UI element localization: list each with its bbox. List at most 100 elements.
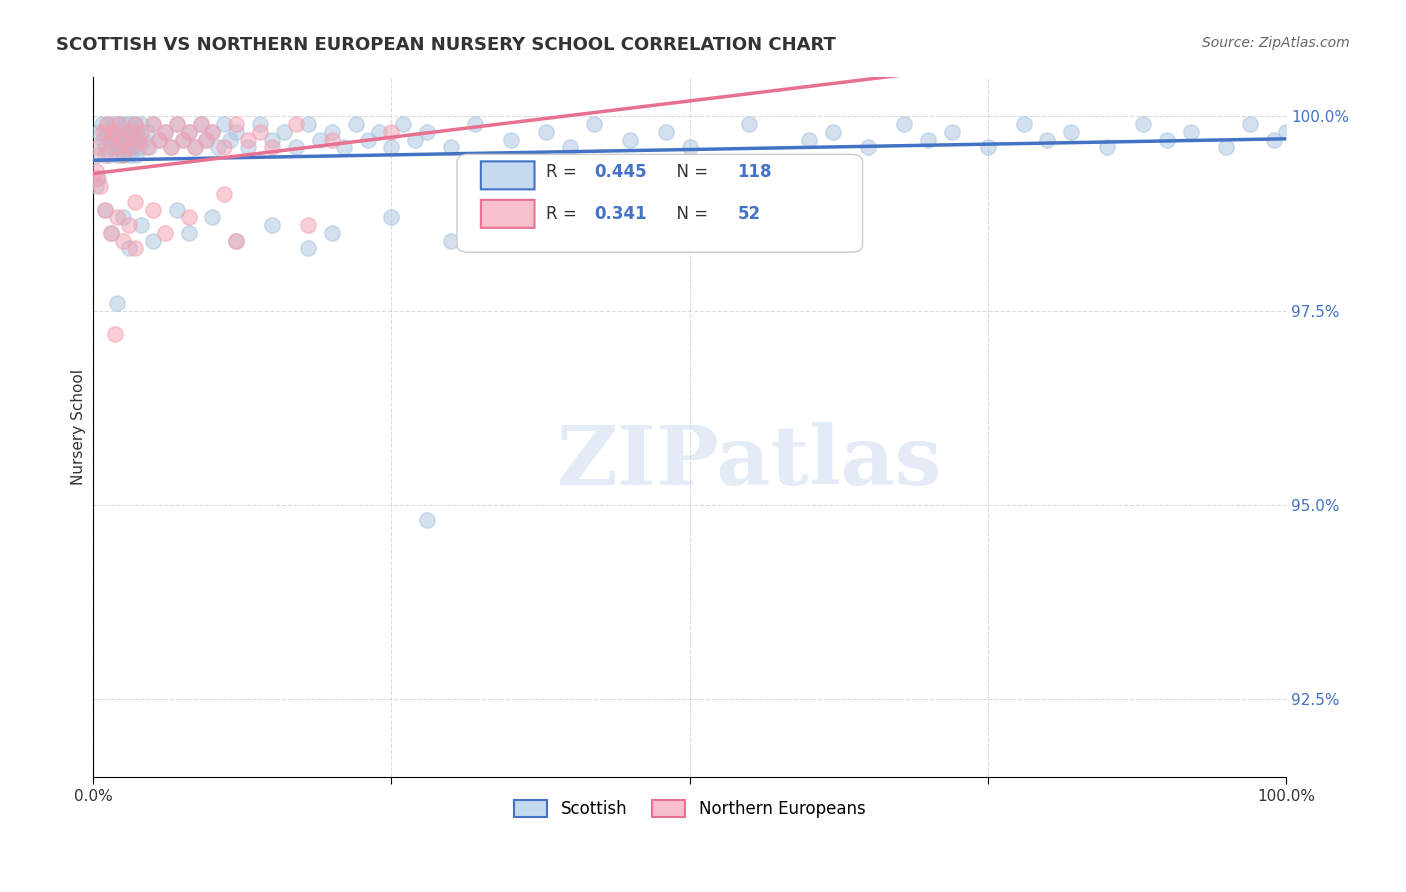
Point [392,117,415,131]
Point [100,226,122,240]
Point [107,117,129,131]
Point [404,133,426,147]
Point [84,179,107,194]
Point [124,117,146,131]
Point [262,218,284,232]
Point [87,140,110,154]
Point [917,133,939,147]
Point [893,117,915,131]
Point [111,234,134,248]
Point [356,133,378,147]
Point [858,140,880,154]
Point [166,117,188,131]
Point [464,117,486,131]
Text: 0.445: 0.445 [595,163,647,181]
Point [120,140,142,154]
Point [273,125,295,139]
Point [101,140,124,154]
Point [97,148,120,162]
Point [1060,125,1083,139]
Point [607,187,630,202]
Point [108,140,131,154]
Point [89,125,111,139]
Point [112,117,135,131]
Point [941,125,963,139]
Point [797,133,820,147]
Point [536,125,558,139]
Point [104,133,127,147]
Point [94,202,117,217]
Point [177,125,200,139]
Point [214,117,236,131]
Point [124,241,146,255]
Text: R =: R = [547,163,582,181]
Point [416,513,439,527]
Point [380,140,402,154]
Point [122,133,145,147]
Point [262,133,284,147]
Point [654,125,676,139]
Point [214,187,236,202]
Text: R =: R = [547,205,582,223]
Point [321,226,343,240]
Point [297,117,319,131]
Point [380,211,402,225]
Text: 118: 118 [737,163,772,181]
Point [440,140,463,154]
Point [190,117,212,131]
Point [177,211,200,225]
Point [523,171,546,186]
Point [416,125,439,139]
Point [118,218,141,232]
Point [238,133,260,147]
Point [1215,140,1237,154]
Point [183,140,205,154]
Point [96,117,118,131]
Point [619,133,641,147]
Point [108,117,131,131]
Point [332,140,354,154]
Point [96,117,118,131]
Point [118,117,141,131]
Point [219,133,242,147]
Point [195,133,218,147]
Point [148,133,170,147]
Point [148,133,170,147]
Point [560,202,582,217]
Point [114,125,136,139]
Point [195,133,218,147]
Point [183,140,205,154]
Point [87,171,110,186]
Legend: Scottish, Northern Europeans: Scottish, Northern Europeans [508,793,872,824]
Point [91,133,114,147]
Point [103,117,125,131]
Point [96,125,118,139]
Point [100,125,122,139]
Text: Source: ZipAtlas.com: Source: ZipAtlas.com [1202,36,1350,50]
Point [127,125,149,139]
Text: ZIPatlas: ZIPatlas [557,422,942,502]
Point [1036,133,1059,147]
Point [89,179,111,194]
Point [159,140,181,154]
FancyBboxPatch shape [457,154,862,252]
Point [135,140,157,154]
Point [249,117,271,131]
Point [977,140,1000,154]
Point [100,133,122,147]
Point [94,140,117,154]
Point [201,125,224,139]
Point [297,218,319,232]
Point [1275,125,1298,139]
Point [440,234,463,248]
Text: 0.341: 0.341 [595,205,647,223]
Point [738,117,761,131]
Point [821,125,844,139]
Point [129,117,152,131]
Point [1239,117,1261,131]
Point [86,171,108,186]
Point [262,140,284,154]
Point [166,117,188,131]
Point [380,125,402,139]
Point [86,148,108,162]
